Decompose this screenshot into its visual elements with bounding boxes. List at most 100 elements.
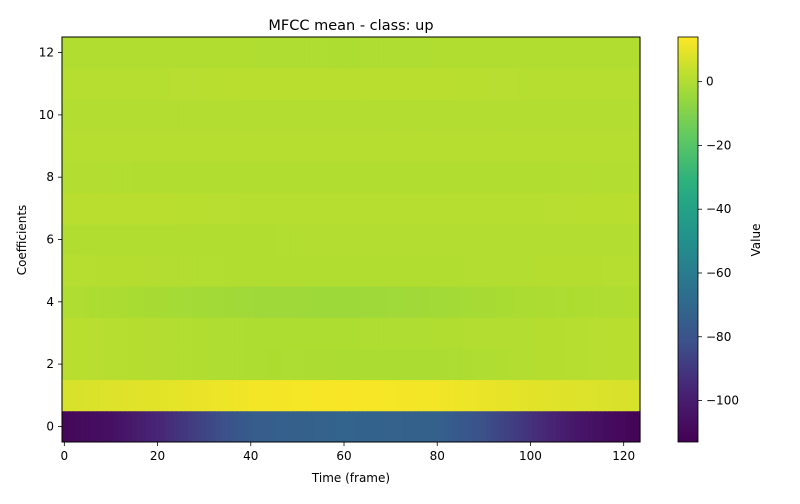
heatmap-cell <box>80 348 86 381</box>
heatmap-cell <box>462 286 469 318</box>
heatmap-cell <box>579 286 585 318</box>
heatmap-cell <box>448 192 455 225</box>
heatmap-cell <box>248 37 254 69</box>
heatmap-cell <box>546 379 553 412</box>
heatmap-cell <box>425 379 431 412</box>
heatmap-cell <box>369 68 375 100</box>
heatmap-cell <box>528 161 534 194</box>
heatmap-cell <box>346 348 352 381</box>
heatmap-cell <box>150 379 156 412</box>
heatmap-cell <box>332 410 338 443</box>
heatmap-cell <box>537 161 543 194</box>
heatmap-cell <box>416 130 422 163</box>
heatmap-cell <box>518 286 525 318</box>
heatmap-cell <box>509 255 515 287</box>
heatmap-cell <box>523 379 529 412</box>
heatmap-cell <box>416 379 422 412</box>
heatmap-cell <box>94 130 100 163</box>
heatmap-cell <box>621 410 627 443</box>
heatmap-cell <box>169 317 175 349</box>
heatmap-cell <box>220 161 226 194</box>
heatmap-cell <box>299 379 305 412</box>
heatmap-cell <box>136 348 142 381</box>
heatmap-cell <box>579 99 585 131</box>
heatmap-cell <box>243 317 250 349</box>
heatmap-cell <box>229 68 236 100</box>
heatmap-cell <box>448 317 455 349</box>
heatmap-cell <box>155 192 161 225</box>
heatmap-cell <box>374 130 380 163</box>
heatmap-cell <box>267 161 273 194</box>
heatmap-cell <box>476 410 483 443</box>
heatmap-cell <box>444 223 450 256</box>
heatmap-cell <box>313 286 319 318</box>
heatmap-cell <box>136 99 142 131</box>
heatmap-cell <box>220 255 226 287</box>
heatmap-cell <box>332 130 338 163</box>
heatmap-cell <box>626 223 632 256</box>
heatmap-cell <box>262 192 268 225</box>
heatmap-cell <box>430 348 436 381</box>
heatmap-cell <box>584 68 590 100</box>
heatmap-cell <box>383 410 389 443</box>
heatmap-cell <box>472 317 478 349</box>
heatmap-cell <box>150 223 156 256</box>
heatmap-cell <box>416 99 422 131</box>
heatmap-cell <box>243 379 250 412</box>
heatmap-cell <box>145 379 152 412</box>
heatmap-cell <box>514 37 520 69</box>
heatmap-cell <box>187 286 194 318</box>
heatmap-cell <box>481 161 487 194</box>
heatmap-cell <box>374 99 380 131</box>
heatmap-cell <box>500 130 506 163</box>
heatmap-cell <box>103 255 110 287</box>
heatmap-cell <box>523 255 529 287</box>
heatmap-cell <box>500 192 506 225</box>
heatmap-cell <box>420 130 427 163</box>
heatmap-cell <box>71 286 77 318</box>
heatmap-cell <box>355 68 361 100</box>
heatmap-cell <box>211 37 217 69</box>
heatmap-cell <box>169 192 175 225</box>
heatmap-cell <box>546 348 553 381</box>
heatmap-cell <box>71 410 77 443</box>
heatmap-cell <box>383 130 389 163</box>
heatmap-cell <box>346 255 352 287</box>
heatmap-cell <box>565 99 571 131</box>
heatmap-cell <box>262 223 268 256</box>
heatmap-cell <box>388 68 394 100</box>
heatmap-cell <box>388 348 394 381</box>
heatmap-cell <box>495 223 501 256</box>
heatmap-cell <box>607 37 613 69</box>
heatmap-cell <box>178 379 184 412</box>
heatmap-cell <box>267 410 273 443</box>
heatmap-cell <box>360 192 366 225</box>
heatmap-cell <box>556 255 562 287</box>
heatmap-cell <box>532 223 539 256</box>
heatmap-cell <box>271 255 278 287</box>
heatmap-cell <box>542 317 548 349</box>
heatmap-cell <box>239 37 245 69</box>
heatmap-cell <box>374 410 380 443</box>
heatmap-cell <box>486 255 492 287</box>
heatmap-cell <box>351 37 357 69</box>
heatmap-cell <box>486 286 492 318</box>
heatmap-cell <box>346 130 352 163</box>
heatmap-cell <box>420 255 427 287</box>
heatmap-cell <box>62 192 68 225</box>
heatmap-cell <box>584 223 590 256</box>
heatmap-cell <box>313 255 319 287</box>
heatmap-cell <box>472 410 478 443</box>
heatmap-cell <box>234 348 240 381</box>
heatmap-cell <box>486 68 492 100</box>
heatmap-cell <box>113 99 119 131</box>
heatmap-cell <box>327 255 333 287</box>
heatmap-cell <box>309 99 315 131</box>
heatmap-cell <box>323 192 329 225</box>
heatmap-cell <box>495 348 501 381</box>
heatmap-cell <box>309 379 315 412</box>
heatmap-cell <box>150 255 156 287</box>
heatmap-cell <box>113 410 119 443</box>
heatmap-cell <box>323 99 329 131</box>
heatmap-cell <box>285 192 291 225</box>
